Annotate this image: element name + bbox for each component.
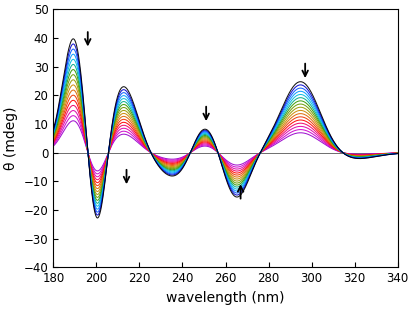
X-axis label: wavelength (nm): wavelength (nm) xyxy=(166,291,285,305)
Y-axis label: θ (mdeg): θ (mdeg) xyxy=(4,107,18,170)
